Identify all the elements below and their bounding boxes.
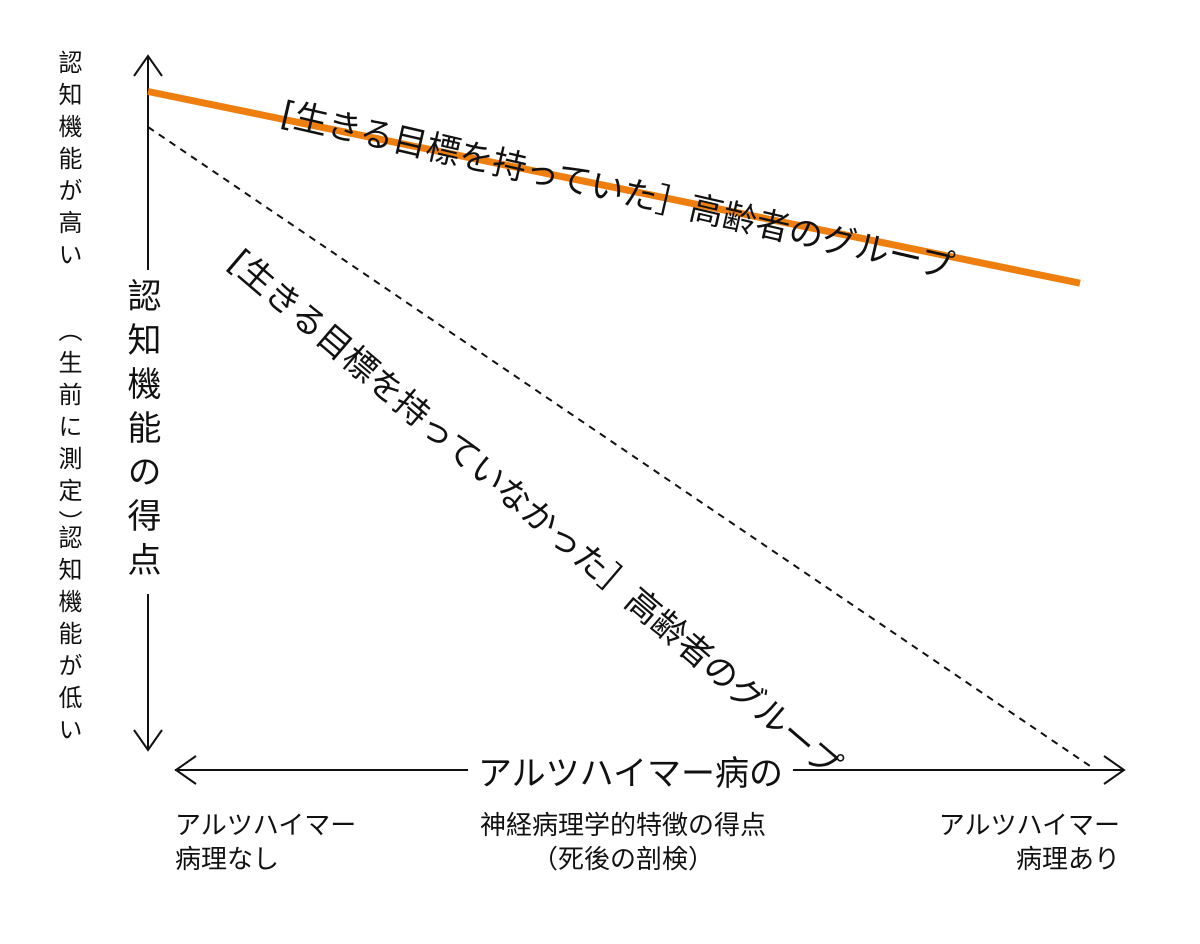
y-axis-arrow-up-icon [133,54,163,77]
y-axis-bottom-label: 認知機能が低い [54,525,82,749]
y-axis-title: 認知機能の得点 [121,270,161,594]
x-axis-right-label: アルツハイマー 病理あり [862,810,1120,878]
y-axis-top-label: 認知機能が高い [54,50,82,274]
x-axis-subtitle: 神経病理学的特徴の得点 （死後の剖検） [468,810,778,878]
y-axis-arrow-down-icon [133,729,163,752]
x-axis-title: アルツハイマー病の [468,752,793,797]
x-axis-left-label: アルツハイマー 病理なし [175,810,356,878]
with-purpose-line [147,88,1081,287]
without-purpose-line [147,126,1091,767]
x-axis-left-label-line1: アルツハイマー [175,811,357,841]
x-axis-right-label-line1: アルツハイマー [938,811,1120,841]
y-axis-measure-note: （生前に測定） [54,318,82,542]
x-axis-subtitle-line1: 神経病理学的特徴の得点 [479,811,766,841]
x-axis-left-label-line2: 病理なし [175,844,280,875]
x-axis-arrow-left-icon [174,755,197,785]
x-axis-subtitle-line2: （死後の剖検） [531,844,714,875]
x-axis-right-label-line2: 病理あり [1015,844,1120,875]
x-axis-arrow-right-icon [1103,755,1126,785]
